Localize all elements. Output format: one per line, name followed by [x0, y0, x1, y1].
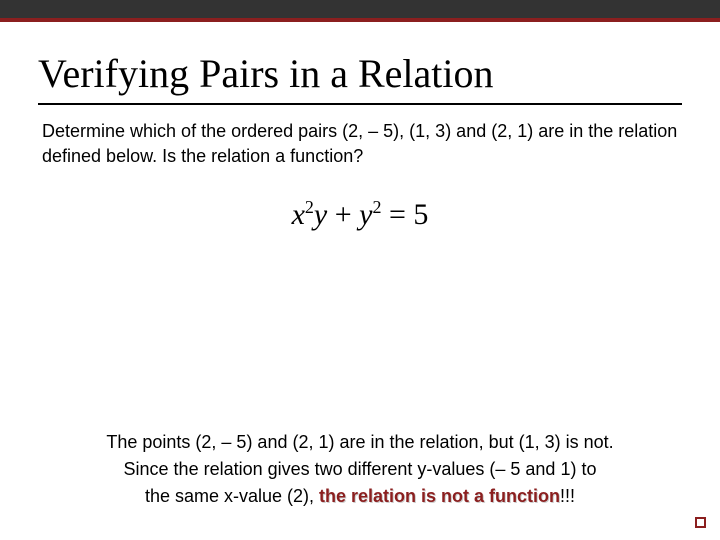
conclusion: The points (2, – 5) and (2, 1) are in th…	[0, 429, 720, 510]
eq-sup1: 2	[305, 197, 314, 217]
conclusion-line3a: the same x-value (2),	[145, 486, 319, 506]
equation: x2y + y2 = 5	[292, 197, 429, 232]
conclusion-highlight: the relation is not a function	[319, 486, 560, 506]
title-underline	[38, 103, 682, 105]
conclusion-line1: The points (2, – 5) and (2, 1) are in th…	[106, 432, 613, 452]
corner-marker-icon	[695, 517, 706, 528]
top-accent-bar	[0, 0, 720, 22]
eq-x: x	[292, 198, 305, 231]
conclusion-line3b: !!!	[560, 486, 575, 506]
eq-y1: y	[314, 198, 327, 231]
conclusion-line2: Since the relation gives two different y…	[124, 459, 597, 479]
eq-y2: y	[359, 198, 372, 231]
eq-eqsign: =	[381, 198, 413, 231]
equation-container: x2y + y2 = 5	[38, 197, 682, 232]
problem-statement: Determine which of the ordered pairs (2,…	[38, 119, 682, 169]
slide-content: Verifying Pairs in a Relation Determine …	[0, 22, 720, 232]
eq-rhs: 5	[413, 198, 428, 231]
slide-title: Verifying Pairs in a Relation	[38, 50, 682, 97]
eq-plus: +	[327, 198, 359, 231]
